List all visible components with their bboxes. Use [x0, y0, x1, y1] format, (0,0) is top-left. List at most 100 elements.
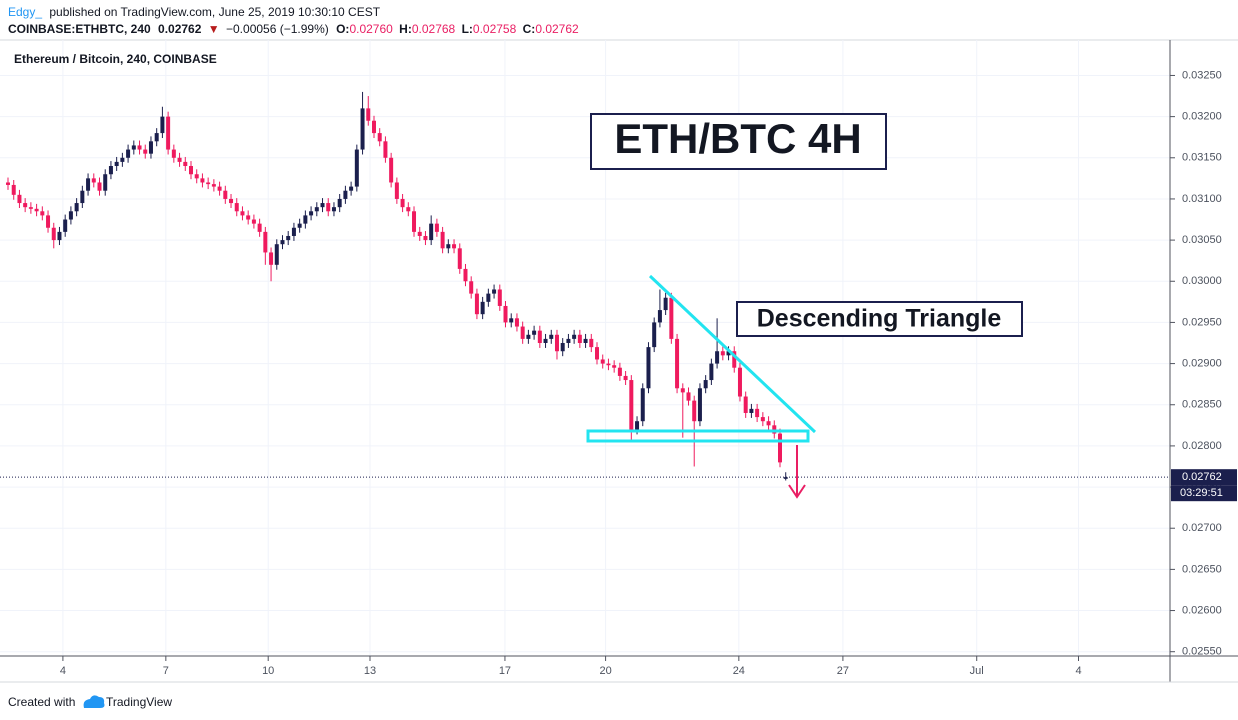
x-tick-label: 24: [733, 665, 745, 677]
y-tick-label: 0.03250: [1182, 69, 1222, 81]
candle-body: [80, 190, 85, 204]
candle-body: [223, 190, 228, 199]
candle-body: [640, 388, 645, 422]
candle-body: [17, 194, 22, 204]
candle-body: [469, 281, 474, 294]
y-tick-label: 0.02650: [1182, 563, 1222, 575]
candle-body: [697, 388, 702, 422]
candle-body: [263, 231, 268, 253]
candle-body: [652, 322, 657, 348]
candle-body: [40, 211, 45, 216]
candle-body: [560, 343, 565, 352]
candle-body: [234, 203, 239, 212]
candle-body: [240, 211, 245, 216]
candle-body: [429, 223, 434, 241]
candle-body: [457, 248, 462, 269]
footer-brand[interactable]: TradingView: [106, 695, 172, 709]
candle-body: [137, 145, 142, 150]
candle-body: [108, 166, 113, 175]
candle-body: [188, 166, 193, 175]
candle-body: [497, 289, 502, 306]
candle-body: [326, 203, 331, 212]
candle-body: [749, 408, 754, 413]
candle-body: [440, 231, 445, 249]
x-tick-label: 20: [599, 665, 611, 677]
y-tick-label: 0.03000: [1182, 275, 1222, 287]
candle-body: [520, 326, 525, 339]
candle-body: [154, 133, 159, 142]
candle-body: [583, 338, 588, 344]
candle-body: [331, 207, 336, 212]
candle-body: [371, 120, 376, 134]
candle-body: [246, 215, 251, 220]
y-tick-label: 0.02600: [1182, 604, 1222, 616]
l-value: 0.02758: [473, 22, 517, 36]
candle-body: [680, 388, 685, 393]
candle-body: [86, 178, 91, 191]
candle-body: [400, 198, 405, 208]
candle-body: [720, 351, 725, 356]
candle-body: [417, 231, 422, 236]
candle-body: [126, 149, 131, 158]
candle-body: [23, 203, 28, 208]
y-tick-label: 0.03100: [1182, 193, 1222, 205]
l-label: L:: [462, 22, 473, 36]
h-label: H:: [399, 22, 412, 36]
candle-body: [160, 116, 165, 134]
last: 0.02762: [158, 22, 202, 36]
candle-body: [51, 227, 56, 241]
candle-body: [577, 334, 582, 344]
annotation: ETH/BTC 4H: [614, 115, 861, 162]
candle-body: [269, 252, 274, 265]
annotation-box: [736, 301, 1023, 337]
candle-body: [177, 157, 182, 162]
candle-body: [166, 116, 171, 150]
last-price-label: 0.02762: [1182, 471, 1222, 483]
candle-body: [200, 178, 205, 183]
candle-body: [629, 380, 634, 430]
candle-body: [114, 161, 119, 167]
candle-body: [526, 334, 531, 339]
x-tick-label: 10: [262, 665, 274, 677]
header-line: Edgy_ published on TradingView.com, June…: [8, 5, 381, 19]
candle-body: [595, 347, 600, 360]
candle-body: [635, 421, 640, 430]
candle-body: [46, 215, 51, 228]
candle-body: [486, 293, 491, 302]
h-value: 0.02768: [412, 22, 456, 36]
x-tick-label: 27: [837, 665, 849, 677]
symbol: COINBASE:ETHBTC, 240: [8, 22, 151, 36]
y-tick-label: 0.02700: [1182, 522, 1222, 534]
candle-body: [657, 310, 662, 323]
axes: 0.025500.026000.026500.027000.027500.028…: [60, 69, 1237, 677]
candle-body: [766, 421, 771, 426]
candle-body: [377, 133, 382, 142]
author[interactable]: Edgy_: [8, 5, 42, 19]
c-value: 0.02762: [535, 22, 579, 36]
candle-body: [709, 363, 714, 381]
candle-body: [68, 211, 73, 220]
candle-body: [360, 108, 365, 150]
candle-body: [783, 477, 788, 479]
candle-body: [646, 347, 651, 389]
c-label: C:: [523, 22, 536, 36]
candle-body: [566, 338, 571, 344]
x-tick-label: 4: [1075, 665, 1081, 677]
candle-body: [480, 301, 485, 315]
candle-body: [217, 186, 222, 191]
candle-body: [354, 149, 359, 187]
x-tick-label: 17: [499, 665, 511, 677]
change-arrow: ▼: [208, 22, 220, 36]
triangle-line: [648, 274, 817, 434]
candle-body: [612, 365, 617, 368]
candle-body: [463, 268, 468, 282]
candle-body: [509, 318, 514, 323]
candle-body: [286, 235, 291, 241]
candle-body: [349, 186, 354, 191]
y-tick-label: 0.02850: [1182, 399, 1222, 411]
candle-body: [274, 244, 279, 265]
plot: [0, 91, 1170, 481]
candle-body: [514, 318, 519, 327]
candle-body: [131, 145, 136, 150]
candle-body: [143, 149, 148, 154]
